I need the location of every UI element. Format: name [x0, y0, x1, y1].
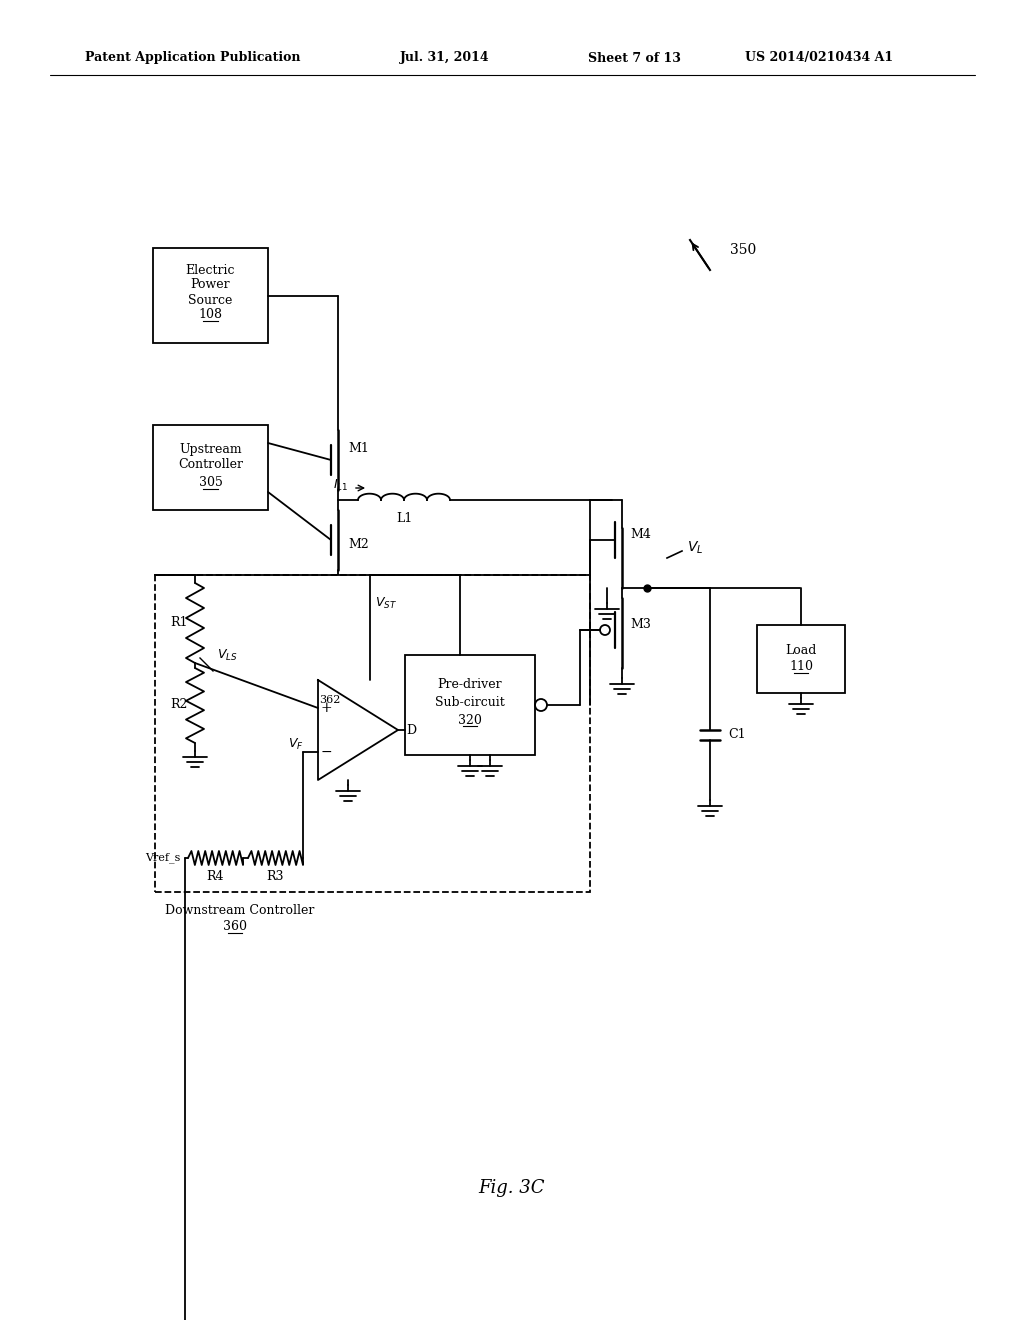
Text: R2: R2: [170, 698, 187, 711]
Text: R4: R4: [206, 870, 224, 883]
Text: Load: Load: [785, 644, 817, 656]
Text: 305: 305: [199, 477, 222, 490]
Text: M2: M2: [348, 539, 369, 552]
Text: US 2014/0210434 A1: US 2014/0210434 A1: [745, 51, 893, 65]
Text: 320: 320: [458, 714, 482, 726]
Bar: [153, 248, 268, 343]
Text: M3: M3: [630, 619, 651, 631]
Text: Sheet 7 of 13: Sheet 7 of 13: [588, 51, 681, 65]
Text: Fig. 3C: Fig. 3C: [479, 1179, 545, 1197]
Text: R1: R1: [170, 616, 187, 630]
Text: $I_{L1}$: $I_{L1}$: [333, 478, 348, 492]
Text: 110: 110: [790, 660, 813, 673]
Text: Electric: Electric: [185, 264, 236, 276]
Bar: [153, 425, 268, 510]
Text: +: +: [321, 701, 332, 715]
Polygon shape: [318, 680, 398, 780]
Text: $V_{ST}$: $V_{ST}$: [375, 595, 397, 611]
Bar: [406, 655, 535, 755]
Text: 350: 350: [730, 243, 757, 257]
Text: Controller: Controller: [178, 458, 243, 471]
Text: D: D: [406, 723, 416, 737]
Text: R3: R3: [266, 870, 284, 883]
Text: 360: 360: [223, 920, 247, 933]
Bar: [155, 576, 590, 892]
Text: $V_L$: $V_L$: [687, 540, 703, 556]
Text: C1: C1: [728, 729, 745, 742]
Text: Patent Application Publication: Patent Application Publication: [85, 51, 300, 65]
Text: 362: 362: [319, 696, 341, 705]
Text: Power: Power: [190, 279, 230, 292]
Text: L1: L1: [396, 511, 412, 524]
Text: Upstream: Upstream: [179, 444, 242, 457]
Bar: [757, 624, 845, 693]
Text: −: −: [321, 744, 332, 759]
Text: Jul. 31, 2014: Jul. 31, 2014: [400, 51, 489, 65]
Text: M4: M4: [630, 528, 651, 541]
Text: Downstream Controller: Downstream Controller: [165, 903, 314, 916]
Text: Pre-driver: Pre-driver: [437, 678, 503, 692]
Text: $V_{LS}$: $V_{LS}$: [217, 647, 238, 663]
Text: M1: M1: [348, 441, 369, 454]
Text: $V_F$: $V_F$: [288, 737, 304, 751]
Text: Vref_s: Vref_s: [144, 853, 180, 863]
Text: Sub-circuit: Sub-circuit: [435, 696, 505, 709]
Text: 108: 108: [199, 309, 222, 322]
Text: Source: Source: [188, 293, 232, 306]
